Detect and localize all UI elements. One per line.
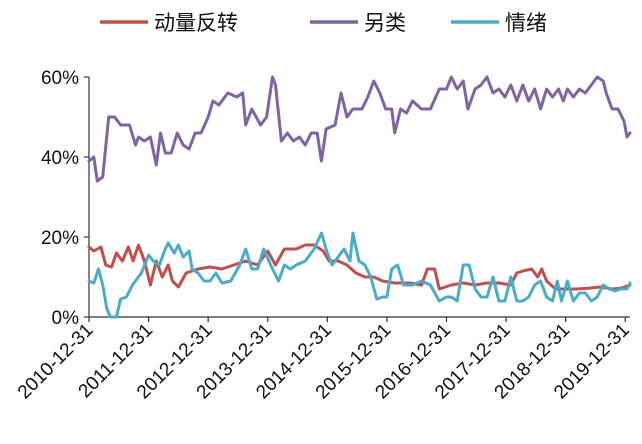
series-line-3 bbox=[87, 231, 632, 319]
legend-label-1: 动量反转 bbox=[154, 11, 238, 35]
y-tick-label: 40% bbox=[41, 148, 79, 169]
legend-label-2: 另类 bbox=[364, 11, 406, 35]
series-line-2 bbox=[87, 75, 632, 183]
legend: 动量反转 另类 情绪 bbox=[100, 11, 547, 35]
y-tick-label: 60% bbox=[41, 68, 79, 89]
legend-label-3: 情绪 bbox=[505, 11, 547, 35]
axes: 0%20%40%60%2010-12-312011-12-312012-12-3… bbox=[14, 68, 634, 403]
y-tick-label: 0% bbox=[52, 308, 80, 329]
y-tick-label: 20% bbox=[41, 228, 79, 249]
series-line-1 bbox=[87, 243, 632, 291]
series-layer bbox=[87, 75, 632, 319]
